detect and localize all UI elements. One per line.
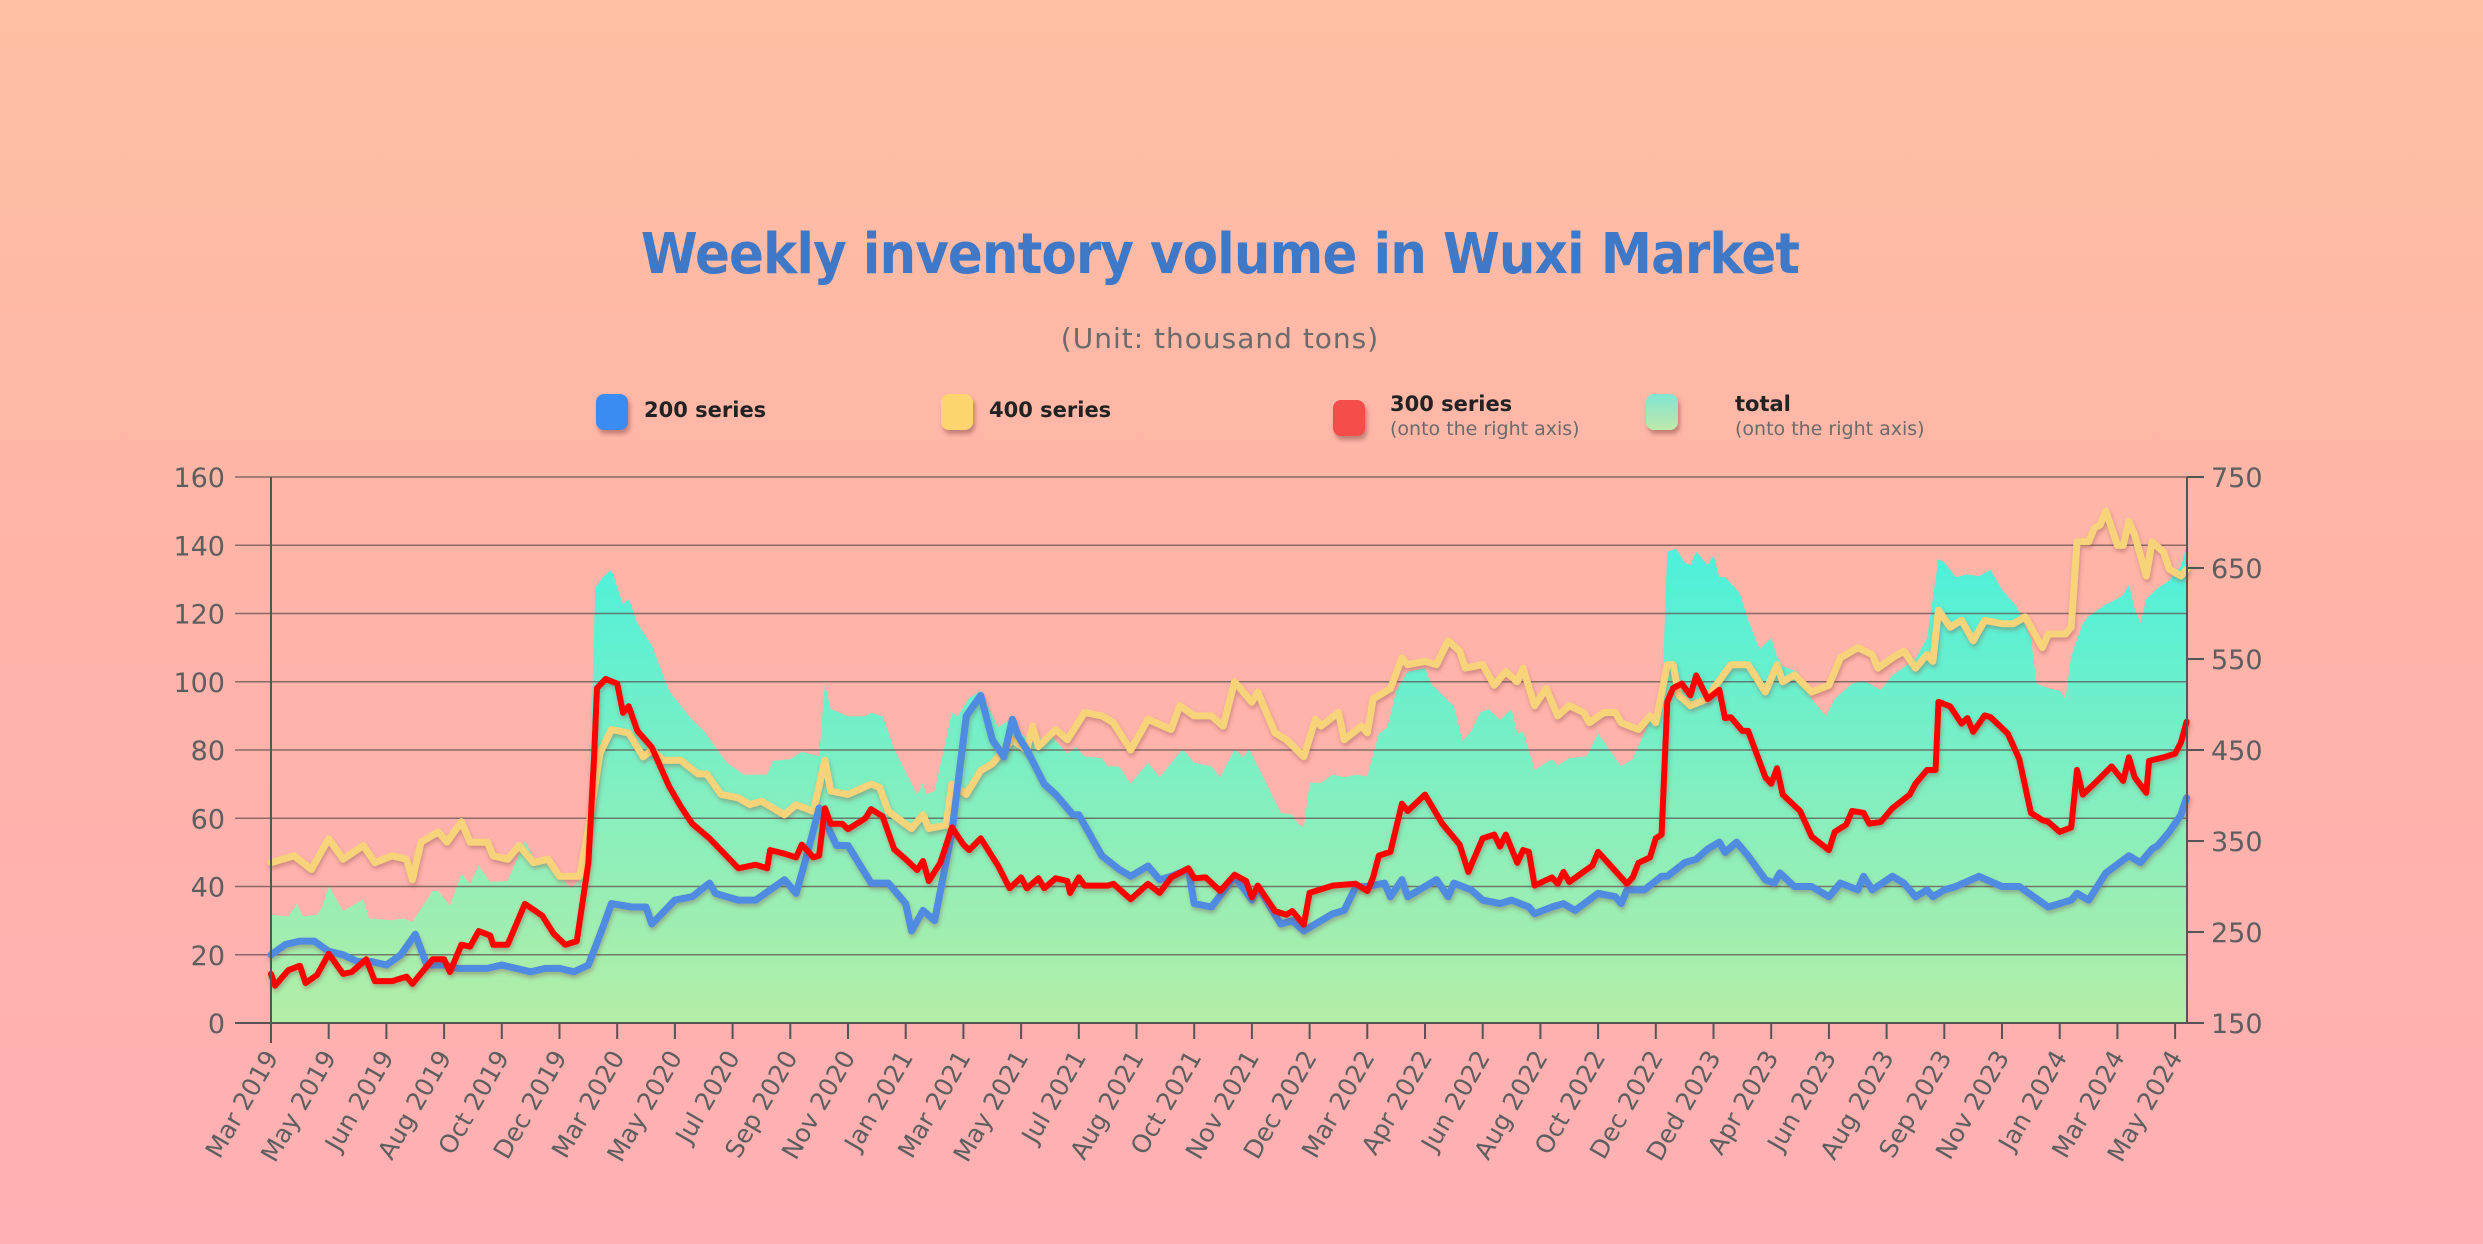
legend-swatch-red	[1333, 400, 1365, 436]
y-right-tick-label: 450	[2211, 736, 2263, 767]
legend-sublabel: (onto the right axis)	[1735, 418, 1925, 440]
series-line-200-series	[267, 691, 2191, 976]
legend-swatch-blue	[596, 394, 628, 430]
legend-label: 400 series	[989, 398, 1112, 422]
legend-swatch-gradient	[1646, 394, 1678, 430]
y-left-tick-label: 120	[173, 600, 225, 631]
axis-layer	[235, 476, 2204, 1043]
legend-label: total	[1735, 392, 1791, 416]
y-left-tick-label: 100	[173, 668, 225, 699]
chart-title: Weekly inventory volume in Wuxi Market	[640, 222, 1800, 287]
legend-sublabel: (onto the right axis)	[1390, 418, 1580, 440]
y-left-tick-label: 160	[173, 463, 225, 494]
y-right-tick-label: 750	[2211, 463, 2263, 494]
y-left-tick-label: 60	[191, 804, 225, 835]
y-left-tick-label: 40	[191, 873, 225, 904]
y-right-tick-label: 550	[2211, 645, 2263, 676]
legend-swatch-yellow	[941, 394, 973, 430]
series-area-total	[271, 545, 2187, 1023]
chart-subtitle: (Unit: thousand tons)	[1060, 322, 1380, 355]
area-layer	[271, 545, 2187, 1023]
series-line-300-series	[268, 672, 2190, 989]
y-right-tick-label: 350	[2211, 827, 2263, 858]
y-left-tick-label: 140	[173, 531, 225, 562]
line-layer	[267, 507, 2191, 989]
y-left-tick-label: 0	[208, 1009, 225, 1040]
y-left-tick-label: 80	[191, 736, 225, 767]
y-left-tick-label: 20	[191, 941, 225, 972]
y-right-tick-label: 650	[2211, 554, 2263, 585]
legend-label: 300 series	[1390, 392, 1513, 416]
y-right-tick-label: 150	[2211, 1009, 2263, 1040]
series-line-400-series	[267, 507, 2191, 884]
y-right-tick-label: 250	[2211, 918, 2263, 949]
legend-label: 200 series	[644, 398, 767, 422]
